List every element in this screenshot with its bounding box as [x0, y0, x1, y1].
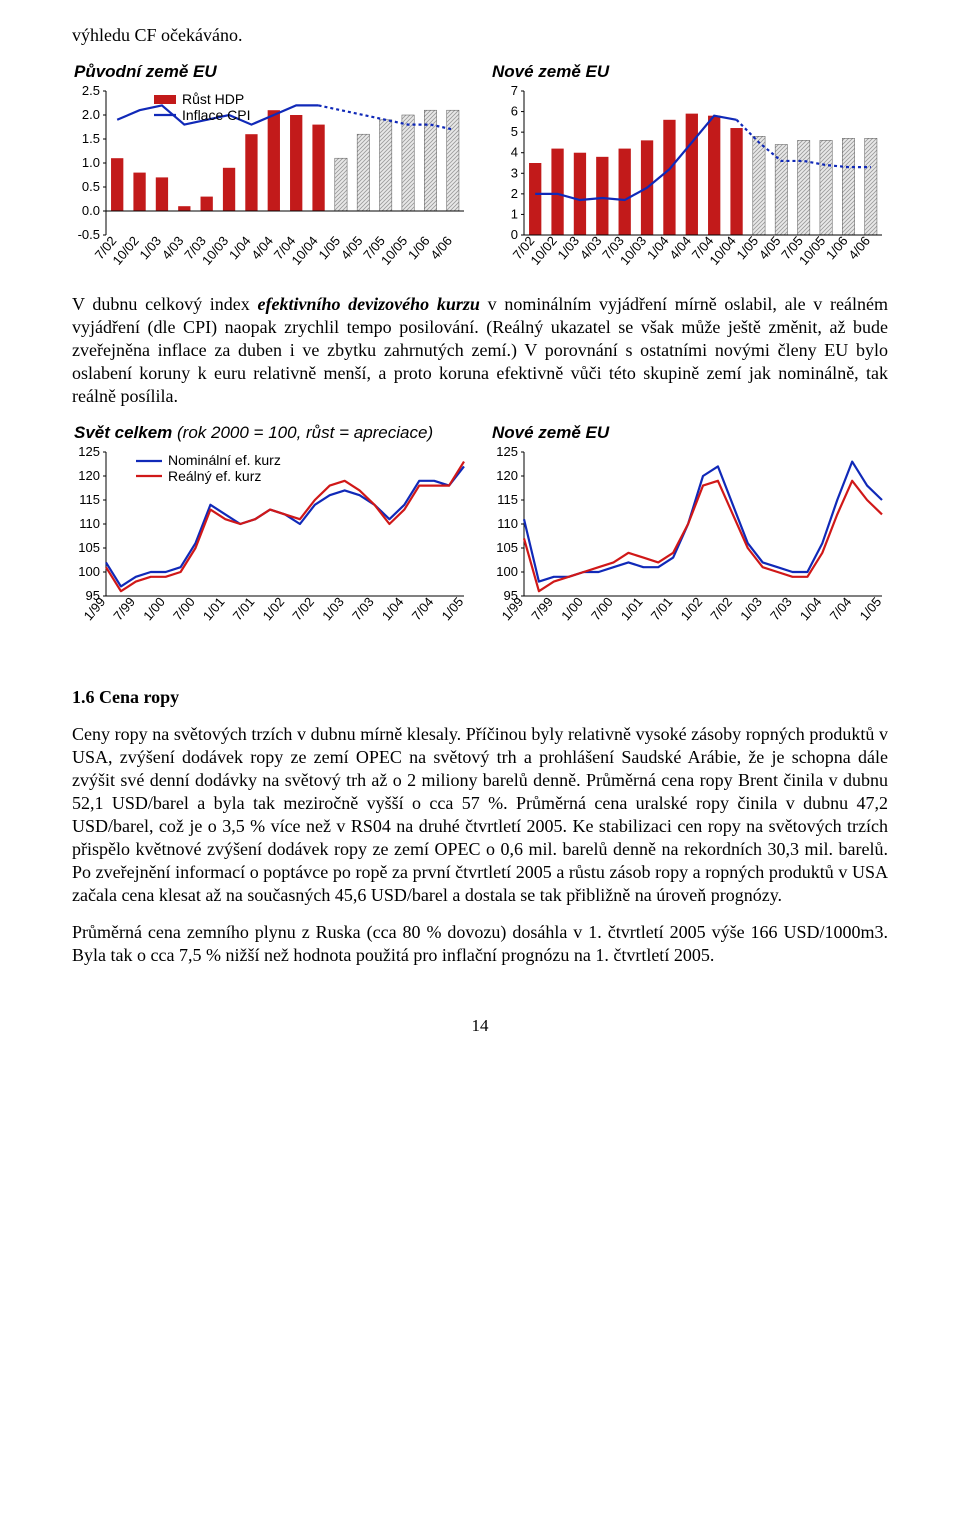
paragraph-3: Průměrná cena zemního plynu z Ruska (cca… [72, 921, 888, 967]
svg-text:1/04: 1/04 [379, 594, 407, 623]
chart-c-title-rest: (rok 2000 = 100, růst = apreciace) [172, 423, 433, 442]
svg-text:6: 6 [511, 103, 518, 118]
svg-text:7/02: 7/02 [707, 594, 735, 623]
svg-text:105: 105 [496, 540, 518, 555]
svg-text:Nominální ef. kurz: Nominální ef. kurz [168, 452, 281, 468]
svg-text:100: 100 [78, 564, 100, 579]
svg-text:1/04: 1/04 [226, 233, 254, 262]
chart-a-cell: Původní země EU -0.50.00.51.01.52.02.57/… [72, 61, 470, 285]
svg-text:1/03: 1/03 [136, 233, 164, 262]
svg-text:Růst HDP: Růst HDP [182, 91, 244, 107]
chart-c-title: Svět celkem (rok 2000 = 100, růst = apre… [74, 422, 470, 444]
svg-text:7/01: 7/01 [230, 594, 258, 623]
svg-text:120: 120 [496, 468, 518, 483]
svg-text:120: 120 [78, 468, 100, 483]
svg-text:100: 100 [496, 564, 518, 579]
svg-text:1/03: 1/03 [319, 594, 347, 623]
svg-text:4: 4 [511, 144, 518, 159]
svg-text:1/05: 1/05 [315, 233, 343, 262]
para1-part-a: V dubnu celkový index [72, 294, 257, 314]
svg-text:0.5: 0.5 [82, 179, 100, 194]
svg-text:Reálný ef. kurz: Reálný ef. kurz [168, 468, 261, 484]
svg-text:7/04: 7/04 [827, 594, 855, 623]
svg-text:4/06: 4/06 [845, 233, 873, 262]
svg-text:4/04: 4/04 [248, 233, 276, 262]
chart-d-cell: Nové země EU 951001051101151201251/997/9… [490, 422, 888, 646]
svg-text:125: 125 [78, 446, 100, 459]
chart-a-title: Původní země EU [74, 61, 470, 83]
svg-text:125: 125 [496, 446, 518, 459]
paragraph-2: Ceny ropy na světových trzích v dubnu mí… [72, 723, 888, 907]
chart-d-title: Nové země EU [492, 422, 888, 444]
para1-part-b: efektivního devizového kurzu [257, 294, 479, 314]
svg-text:1/01: 1/01 [200, 594, 228, 623]
chart-b-cell: Nové země EU 012345677/0210/021/034/037/… [490, 61, 888, 285]
svg-text:1: 1 [511, 206, 518, 221]
intro-text: výhledu CF očekáváno. [72, 24, 888, 47]
svg-text:7: 7 [511, 85, 518, 98]
paragraph-1: V dubnu celkový index efektivního devizo… [72, 293, 888, 408]
svg-text:3: 3 [511, 165, 518, 180]
svg-text:7/03: 7/03 [349, 594, 377, 623]
svg-text:5: 5 [511, 124, 518, 139]
chart-d: 951001051101151201251/997/991/007/001/01… [490, 446, 888, 646]
svg-text:Inflace CPI: Inflace CPI [182, 107, 250, 123]
svg-text:1/06: 1/06 [405, 233, 433, 262]
svg-text:1/06: 1/06 [823, 233, 851, 262]
svg-text:1/05: 1/05 [733, 233, 761, 262]
svg-text:110: 110 [497, 516, 518, 531]
chart-a: -0.50.00.51.01.52.02.57/0210/021/034/037… [72, 85, 470, 285]
svg-text:-0.5: -0.5 [78, 227, 100, 242]
svg-text:4/03: 4/03 [159, 233, 187, 262]
svg-text:115: 115 [497, 492, 518, 507]
svg-text:7/00: 7/00 [170, 594, 198, 623]
chart-b-title: Nové země EU [492, 61, 888, 83]
svg-text:4/05: 4/05 [756, 233, 784, 262]
svg-text:1/05: 1/05 [439, 594, 467, 623]
svg-text:2: 2 [511, 186, 518, 201]
svg-text:1/00: 1/00 [558, 594, 586, 623]
svg-text:110: 110 [79, 516, 100, 531]
svg-text:1/04: 1/04 [797, 594, 825, 623]
svg-text:1.0: 1.0 [82, 155, 100, 170]
chart-row-2: Svět celkem (rok 2000 = 100, růst = apre… [72, 422, 888, 646]
svg-text:4/03: 4/03 [577, 233, 605, 262]
svg-text:1/00: 1/00 [140, 594, 168, 623]
svg-text:2.5: 2.5 [82, 85, 100, 98]
svg-text:4/06: 4/06 [427, 233, 455, 262]
svg-text:7/03: 7/03 [767, 594, 795, 623]
svg-text:1/02: 1/02 [678, 594, 706, 623]
svg-text:7/01: 7/01 [648, 594, 676, 623]
svg-text:1/03: 1/03 [554, 233, 582, 262]
svg-text:0: 0 [511, 227, 518, 242]
svg-text:7/02: 7/02 [289, 594, 317, 623]
svg-text:1/01: 1/01 [618, 594, 646, 623]
svg-text:1/04: 1/04 [644, 233, 672, 262]
svg-text:7/04: 7/04 [409, 594, 437, 623]
svg-text:7/99: 7/99 [110, 594, 138, 623]
chart-row-1: Původní země EU -0.50.00.51.01.52.02.57/… [72, 61, 888, 285]
page-number: 14 [72, 1015, 888, 1037]
svg-text:0.0: 0.0 [82, 203, 100, 218]
svg-text:7/00: 7/00 [588, 594, 616, 623]
svg-text:4/05: 4/05 [338, 233, 366, 262]
page: výhledu CF očekáváno. Původní země EU -0… [0, 0, 960, 1077]
svg-text:1.5: 1.5 [82, 131, 100, 146]
svg-text:2.0: 2.0 [82, 107, 100, 122]
chart-c: 951001051101151201251/997/991/007/001/01… [72, 446, 470, 646]
svg-text:4/04: 4/04 [666, 233, 694, 262]
svg-text:115: 115 [79, 492, 100, 507]
chart-b: 012345677/0210/021/034/037/0310/031/044/… [490, 85, 888, 285]
chart-c-cell: Svět celkem (rok 2000 = 100, růst = apre… [72, 422, 470, 646]
svg-text:1/03: 1/03 [737, 594, 765, 623]
section-heading: 1.6 Cena ropy [72, 686, 888, 709]
svg-text:7/99: 7/99 [528, 594, 556, 623]
svg-text:105: 105 [78, 540, 100, 555]
chart-c-title-bold: Svět celkem [74, 423, 172, 442]
svg-text:1/05: 1/05 [857, 594, 885, 623]
svg-text:1/02: 1/02 [260, 594, 288, 623]
